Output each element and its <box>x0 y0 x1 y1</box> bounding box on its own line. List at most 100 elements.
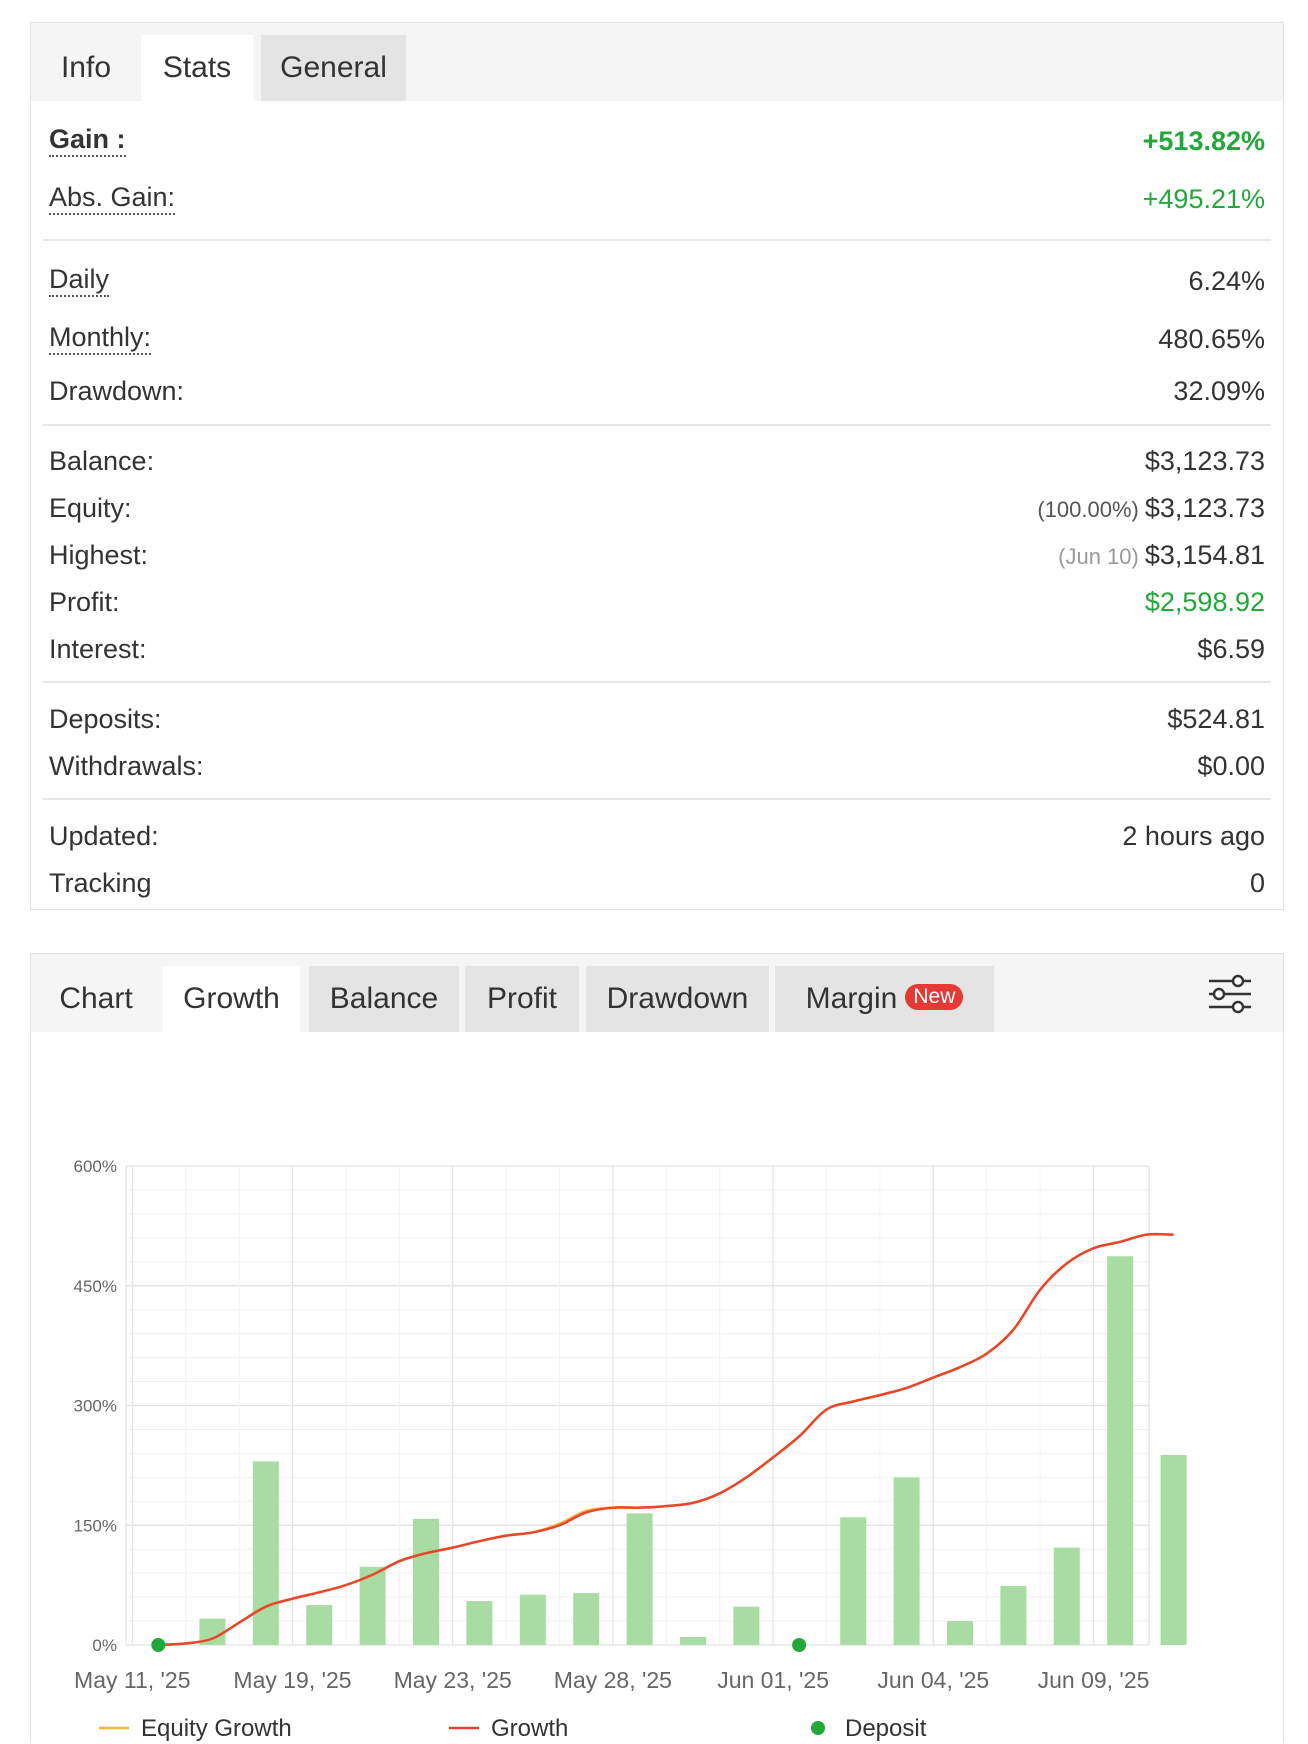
tab-growth[interactable]: Growth <box>163 966 300 1032</box>
highest-value-group: (Jun 10) $3,154.81 <box>1058 535 1265 577</box>
monthly-label[interactable]: Monthly: <box>49 321 152 355</box>
withdrawals-value: $0.00 <box>1197 751 1265 781</box>
x-tick-label: May 23, '25 <box>394 1667 512 1693</box>
bar <box>680 1637 706 1645</box>
tab-margin-label: Margin <box>805 982 898 1015</box>
x-tick-label: May 28, '25 <box>554 1667 672 1693</box>
equity-label: Equity: <box>49 493 132 523</box>
interest-label: Interest: <box>49 634 147 664</box>
deposit-markers <box>151 1638 807 1652</box>
tracking-row: Tracking 0 <box>49 863 1265 903</box>
x-axis: May 11, '25 May 19, '25 May 23, '25 May 28,… <box>74 1667 1149 1693</box>
abs-gain-label[interactable]: Abs. Gain: <box>49 181 176 215</box>
bar <box>893 1477 920 1645</box>
divider <box>43 424 1271 426</box>
bar <box>947 1621 973 1645</box>
daily-label[interactable]: Daily <box>49 263 110 297</box>
deposit-marker <box>792 1638 807 1652</box>
x-tick-label: May 19, '25 <box>233 1667 351 1693</box>
deposits-value: $524.81 <box>1167 704 1265 734</box>
tab-general[interactable]: General <box>261 35 406 101</box>
legend-label: Growth <box>491 1715 568 1742</box>
gain-row: Gain : +513.82% <box>49 121 1265 161</box>
divider <box>43 798 1271 800</box>
divider <box>43 239 1271 241</box>
bar <box>466 1601 493 1645</box>
y-axis: 0% 150% 300% 450% 600% <box>74 1157 117 1655</box>
bar <box>626 1513 653 1645</box>
abs-gain-value: +495.21% <box>1142 184 1265 214</box>
deposits-row: Deposits: $524.81 <box>49 699 1265 739</box>
updated-label: Updated: <box>49 821 159 851</box>
balance-value: $3,123.73 <box>1144 446 1265 476</box>
tab-drawdown[interactable]: Drawdown <box>586 966 769 1032</box>
y-tick-label: 150% <box>74 1516 117 1535</box>
bar-series <box>199 1256 1187 1645</box>
bar <box>840 1517 867 1645</box>
tab-stats[interactable]: Stats <box>141 35 253 101</box>
y-tick-label: 300% <box>74 1397 117 1416</box>
y-tick-label: 450% <box>74 1277 117 1296</box>
monthly-row: Monthly: 480.65% <box>49 319 1265 359</box>
deposits-label: Deposits: <box>49 704 162 734</box>
tab-margin[interactable]: Margin New <box>775 966 994 1032</box>
bar <box>1000 1585 1027 1645</box>
chart-legend: Equity Growth Growth Deposit <box>99 1715 927 1742</box>
gain-label[interactable]: Gain : <box>49 123 126 157</box>
highest-label: Highest: <box>49 540 149 570</box>
divider <box>43 681 1271 683</box>
x-tick-label: May 11, '25 <box>74 1667 190 1693</box>
updated-row: Updated: 2 hours ago <box>49 816 1265 856</box>
balance-row: Balance: $3,123.73 <box>49 441 1265 481</box>
bar <box>1053 1547 1080 1645</box>
x-tick-label: Jun 09, '25 <box>1038 1667 1150 1693</box>
tab-info: Info <box>60 51 112 84</box>
monthly-value: 480.65% <box>1158 324 1265 354</box>
tab-chart-label: Chart <box>59 982 133 1015</box>
daily-value: 6.24% <box>1188 266 1265 296</box>
profit-row: Profit: $2,598.92 <box>49 582 1265 622</box>
bar <box>1160 1454 1187 1645</box>
stats-panel: Info Stats General Gain : +513.82% Abs. … <box>30 22 1284 910</box>
bar <box>252 1461 279 1645</box>
drawdown-value: 32.09% <box>1173 376 1265 406</box>
bar <box>306 1605 333 1645</box>
new-badge: New <box>905 984 964 1011</box>
equity-row: Equity: (100.00%) $3,123.73 <box>49 488 1265 528</box>
bar <box>1107 1256 1134 1645</box>
abs-gain-row: Abs. Gain: +495.21% <box>49 179 1265 219</box>
balance-label: Balance: <box>49 446 155 476</box>
highest-value: $3,154.81 <box>1144 540 1265 570</box>
daily-row: Daily 6.24% <box>49 261 1265 301</box>
legend-label: Equity Growth <box>141 1715 292 1742</box>
equity-value-group: (100.00%) $3,123.73 <box>1037 488 1265 530</box>
legend-swatch <box>811 1721 825 1735</box>
drawdown-label: Drawdown: <box>49 376 185 406</box>
y-tick-label: 600% <box>74 1157 117 1176</box>
tracking-label: Tracking <box>49 868 152 898</box>
tab-profit[interactable]: Profit <box>465 966 579 1032</box>
bar <box>733 1606 760 1645</box>
gain-value: +513.82% <box>1142 126 1265 156</box>
equity-percent: (100.00%) <box>1037 497 1139 522</box>
tab-balance[interactable]: Balance <box>309 966 459 1032</box>
bar <box>413 1518 439 1645</box>
bar <box>573 1593 600 1645</box>
interest-row: Interest: $6.59 <box>49 629 1265 669</box>
growth-chart: 0% 150% 300% 450% 600% May 11, '25 May 19, '2… <box>74 1157 1187 1742</box>
chart-panel: Chart Growth Balance Profit Drawdown Mar… <box>30 953 1284 1743</box>
tracking-value: 0 <box>1249 868 1265 898</box>
chart-settings-button[interactable] <box>1207 972 1253 1016</box>
interest-value: $6.59 <box>1197 634 1265 664</box>
legend-label: Deposit <box>845 1715 927 1742</box>
profit-value: $2,598.92 <box>1144 587 1265 617</box>
highest-row: Highest: (Jun 10) $3,154.81 <box>49 535 1265 575</box>
withdrawals-row: Withdrawals: $0.00 <box>49 746 1265 786</box>
highest-date: (Jun 10) <box>1058 544 1139 569</box>
y-tick-label: 0% <box>92 1636 117 1655</box>
updated-value: 2 hours ago <box>1122 821 1265 851</box>
withdrawals-label: Withdrawals: <box>49 751 204 781</box>
growth-line <box>158 1232 1174 1647</box>
equity-value: $3,123.73 <box>1144 493 1265 523</box>
x-tick-label: Jun 01, '25 <box>717 1667 829 1693</box>
